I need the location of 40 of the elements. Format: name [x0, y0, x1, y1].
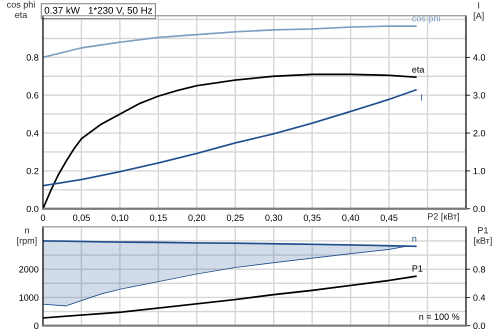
- y2-axis-title: P1 [кВт]: [474, 227, 492, 246]
- y2-tick-label: 2.0: [473, 130, 486, 136]
- y2-tick-label: 3.0: [473, 92, 486, 99]
- y-tick-label: 1000: [19, 294, 38, 301]
- y-axis-title: n [rpm]: [17, 228, 37, 246]
- y-tick-label: 0.0: [26, 206, 38, 212]
- y2-tick-label: 1.0: [474, 168, 486, 174]
- y-tick-label: 0.6: [26, 92, 38, 99]
- annotation: n = 100 %: [419, 314, 460, 320]
- series-label: P1: [412, 265, 422, 272]
- y2-axis-title: I [A]: [474, 2, 484, 21]
- x-tick-label: 0,25: [226, 214, 244, 222]
- y2-tick-label: 0.8: [473, 266, 486, 273]
- y2-tick-label: 4.0: [473, 54, 486, 61]
- line-series: [42, 25, 417, 58]
- line-series: [42, 89, 417, 186]
- x-tick-label: 0,15: [150, 214, 167, 222]
- y-tick-label: 2000: [19, 266, 38, 273]
- y2-tick-label: 0.0: [473, 322, 486, 330]
- x-tick-label: 0,35: [304, 214, 321, 222]
- series-label: I: [420, 94, 422, 101]
- x-axis-title: P2 [кВт]: [428, 212, 459, 222]
- series-label: n: [412, 236, 416, 242]
- y-tick-label: 0: [34, 322, 38, 330]
- x-tick-label: 0: [40, 214, 46, 221]
- y-axis-title: cos phi eta: [7, 1, 35, 18]
- x-tick-label: 0,10: [111, 214, 128, 222]
- x-tick-label: 0,30: [265, 214, 282, 222]
- x-tick-label: 0,05: [73, 214, 90, 222]
- y2-tick-label: 0.0: [473, 206, 486, 212]
- x-tick-label: 0,20: [188, 214, 206, 222]
- x-tick-label: 0,45: [380, 214, 398, 222]
- y-tick-label: 0.4: [26, 130, 39, 136]
- y-tick-label: 0.2: [26, 168, 38, 174]
- x-tick-label: 0,40: [342, 214, 360, 222]
- y2-tick-label: 0.4: [473, 294, 486, 301]
- chart-title: 0.37 kW 1*230 V, 50 Hz: [44, 6, 152, 15]
- series-label: eta: [412, 66, 424, 73]
- y-tick-label: 0.8: [26, 54, 38, 61]
- series-label: cos phi: [412, 14, 440, 24]
